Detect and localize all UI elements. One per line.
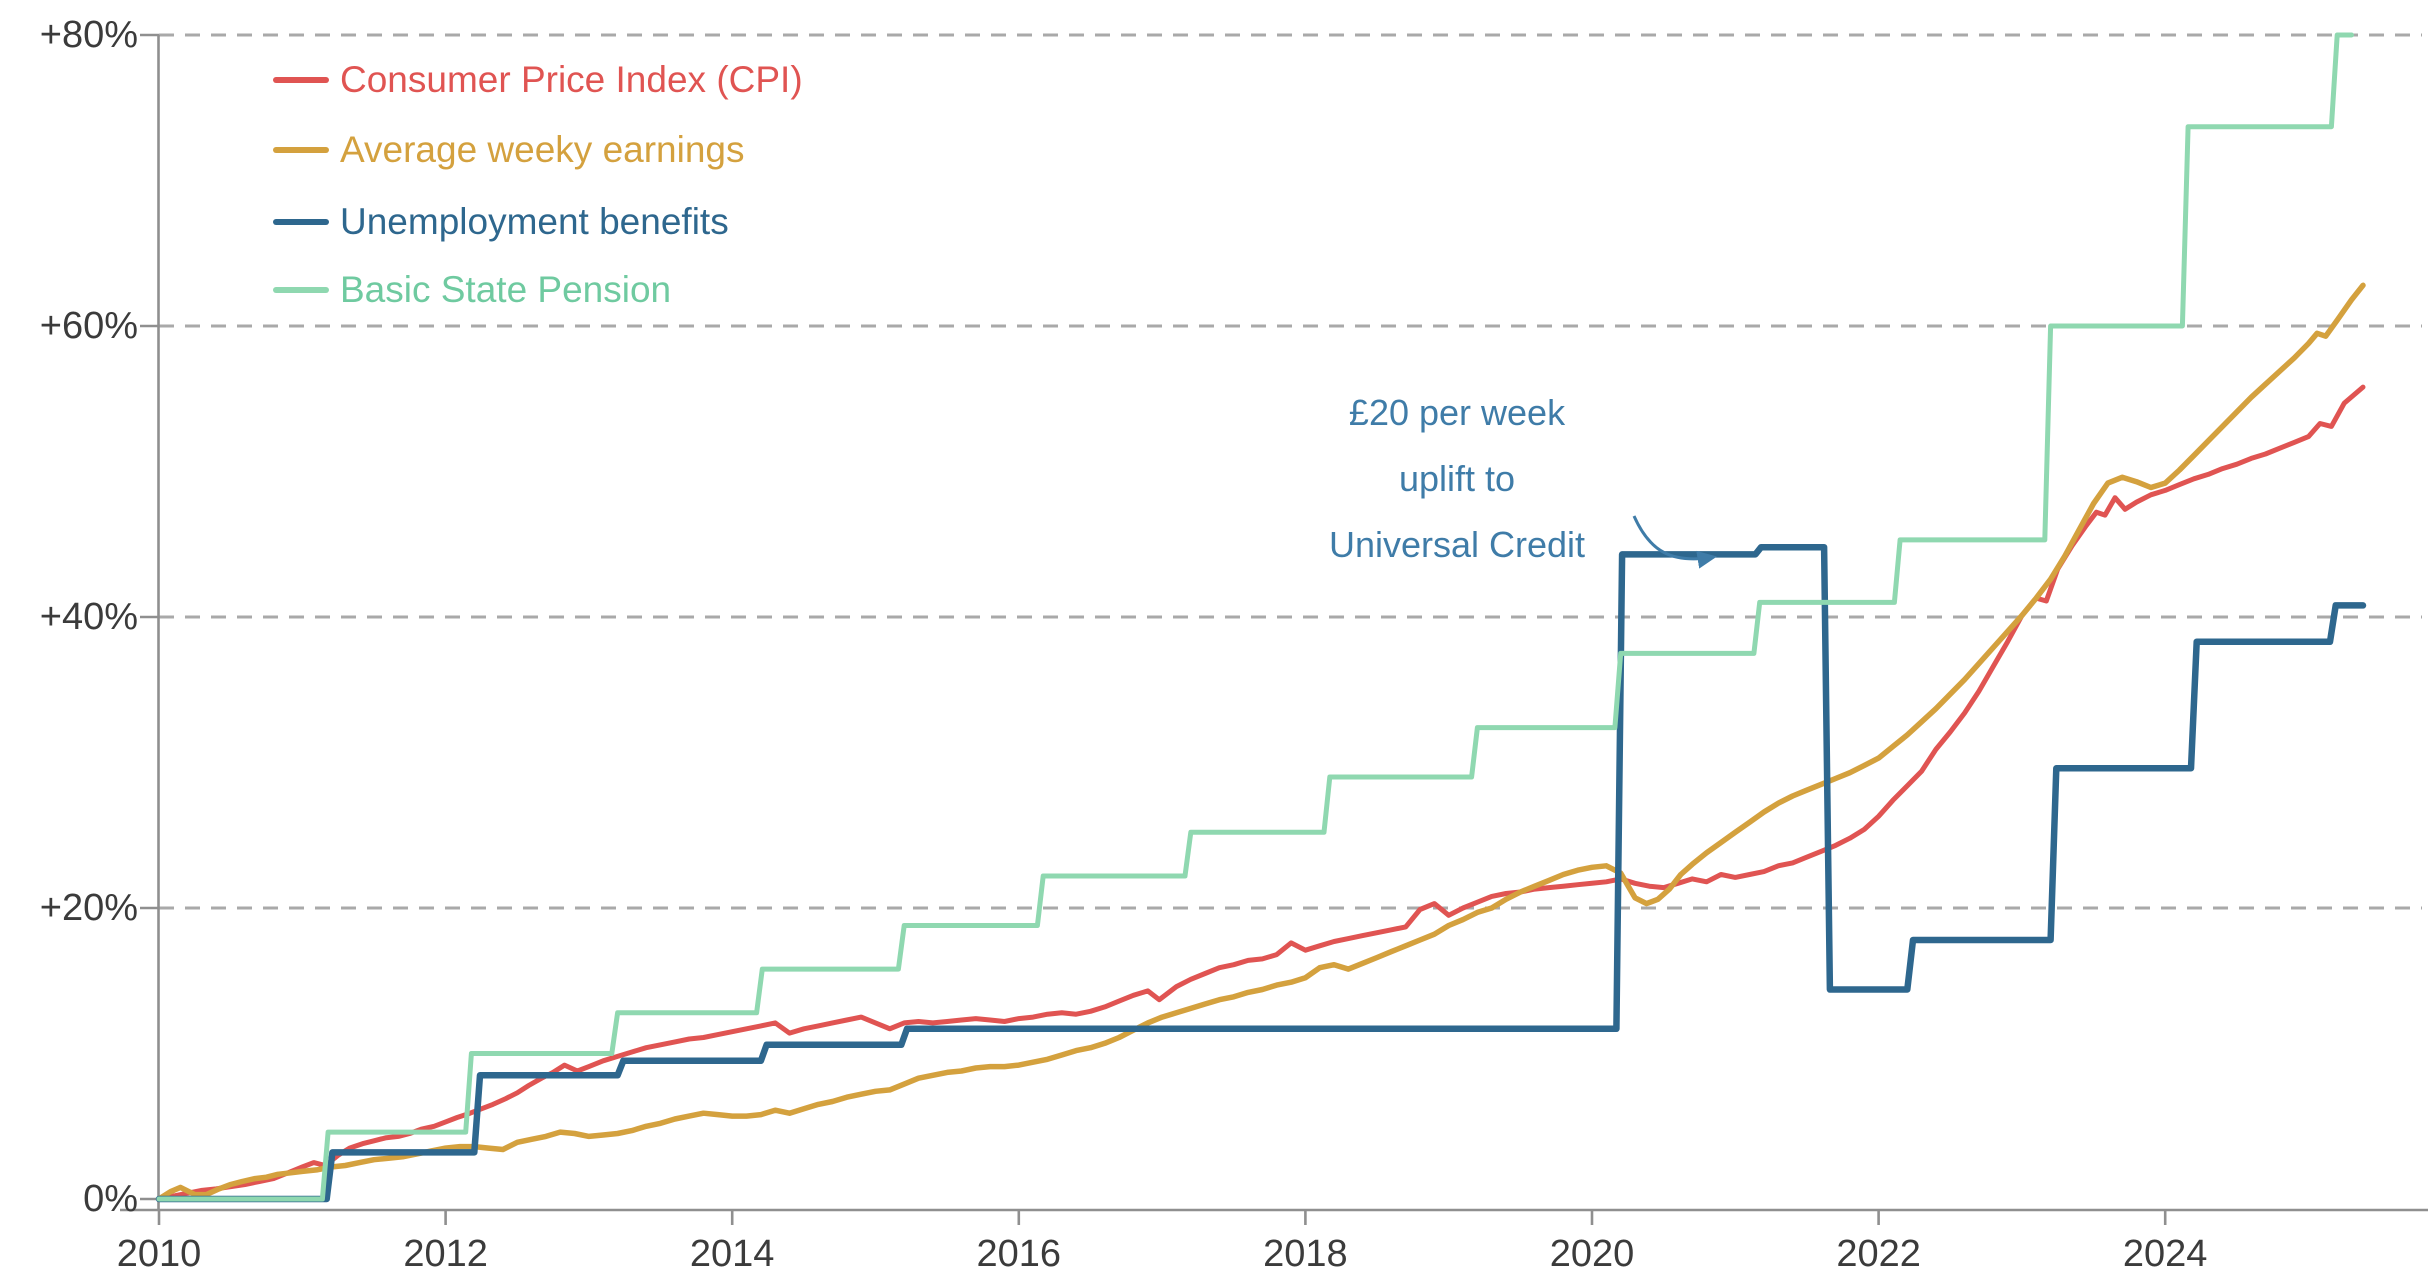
legend-label-unemployment: Unemployment benefits [340, 201, 729, 242]
annotation-line-2: uplift to [1398, 458, 1516, 499]
legend-item-pension: Basic State Pension [273, 264, 671, 316]
annotation-line-3: Universal Credit [1328, 524, 1586, 565]
pension-line-swatch-icon [273, 287, 329, 293]
legend-item-cpi: Consumer Price Index (CPI) [273, 54, 803, 106]
x-axis-label-2022: 2022 [1836, 1233, 1921, 1275]
x-axis-label-2024: 2024 [2122, 1233, 2208, 1275]
x-axis-label-2010: 2010 [116, 1233, 202, 1275]
y-axis-label-+20%: +20% [39, 887, 138, 929]
unemployment-line-swatch-icon [273, 219, 329, 225]
x-axis-label-2012: 2012 [403, 1233, 488, 1275]
series-line-earnings [156, 282, 2366, 1202]
legend-label-pension: Basic State Pension [340, 269, 672, 310]
y-axis-label-+80%: +80% [39, 14, 138, 56]
x-axis-label-2016: 2016 [976, 1233, 1062, 1275]
series-line-pension [156, 32, 2354, 1202]
x-axis-label-2014: 2014 [689, 1233, 775, 1275]
earnings-line-swatch-icon [273, 147, 329, 153]
x-axis-label-2020: 2020 [1549, 1233, 1635, 1275]
annotation-uc-uplift: £20 per week uplift to Universal Credit [1257, 380, 1657, 578]
y-axis-label-0%: 0% [83, 1178, 138, 1220]
y-axis-label-+40%: +40% [39, 596, 138, 638]
series-line-cpi [156, 384, 2366, 1202]
annotation-arrow-icon [1632, 515, 1717, 569]
annotation-line-1: £20 per week [1348, 392, 1566, 433]
series-line-unemployment [155, 543, 2367, 1203]
legend-item-unemployment: Unemployment benefits [273, 196, 729, 248]
cpi-line-swatch-icon [273, 77, 329, 83]
legend-label-cpi: Consumer Price Index (CPI) [340, 59, 803, 100]
y-axis-label-+60%: +60% [39, 305, 138, 347]
x-axis-label-2018: 2018 [1263, 1233, 1348, 1275]
legend-item-earnings: Average weeky earnings [273, 124, 745, 176]
legend-label-earnings: Average weeky earnings [340, 129, 745, 170]
